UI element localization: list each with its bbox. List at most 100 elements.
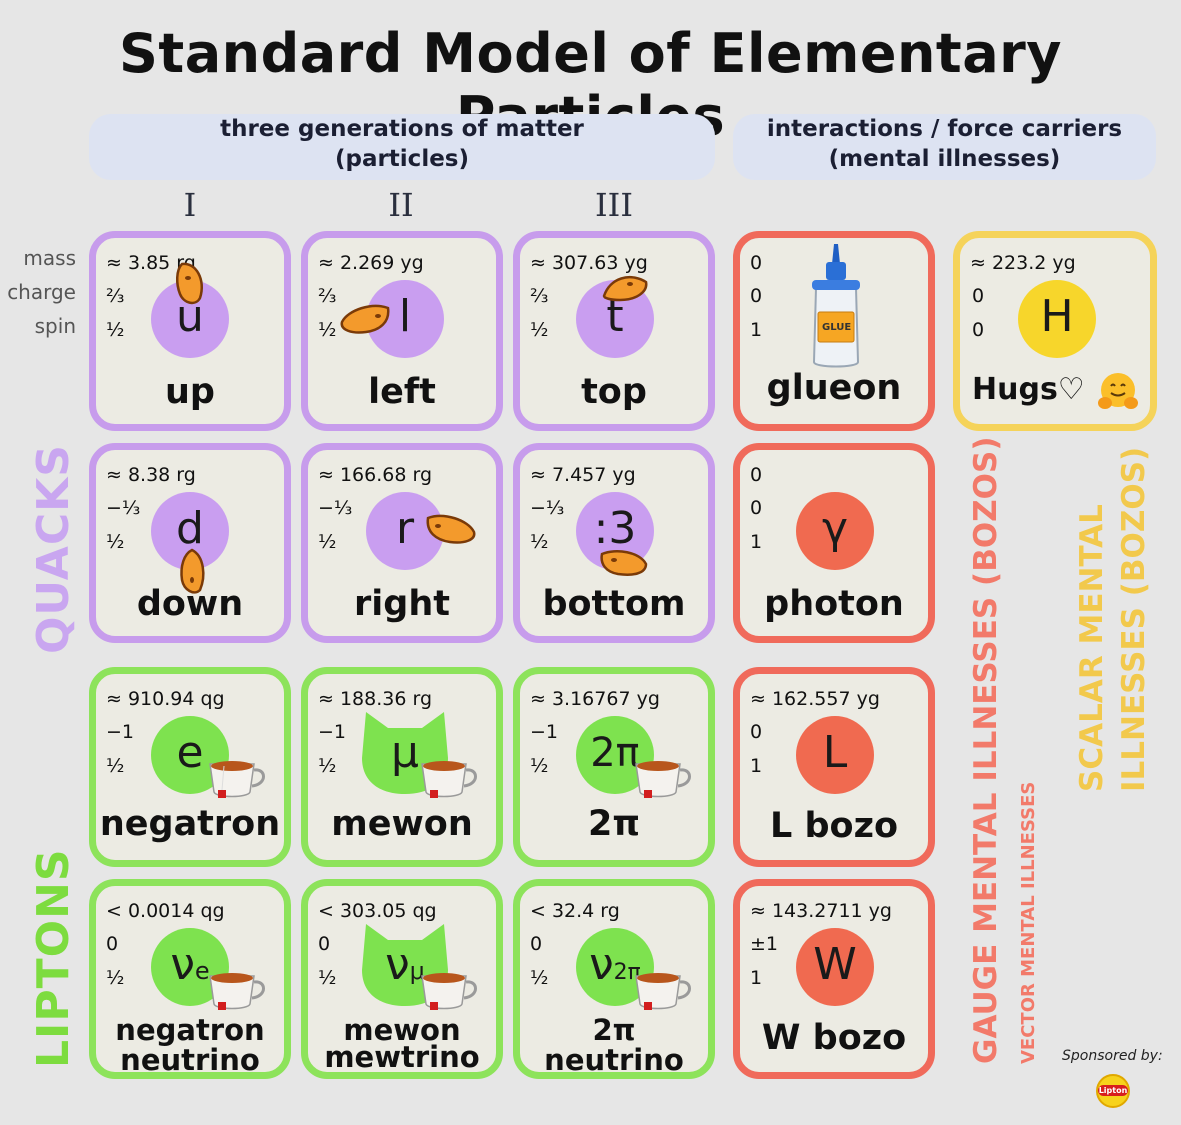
- matter-header-line1: three generations of matter: [220, 116, 584, 142]
- nu-e-symbol-sub: e: [194, 957, 210, 985]
- charge-label: charge: [7, 280, 76, 304]
- particle-card-2pi-neutrino[interactable]: < 32.4 rg 0 ½ ν2π 2π neutrino: [513, 879, 715, 1079]
- particle-card-w-bozo[interactable]: ≈ 143.2711 yg ±1 1 W W bozo: [733, 879, 935, 1079]
- mewon-name: mewon: [331, 804, 473, 844]
- hugs-mass: ≈ 223.2 yg: [970, 252, 1076, 274]
- negatron-charge: −1: [106, 721, 135, 743]
- mewon-mass: ≈ 188.36 rg: [318, 688, 433, 710]
- down-charge: −⅓: [106, 497, 141, 519]
- bottom-name: bottom: [542, 584, 686, 624]
- duck-beak-icon: [180, 548, 205, 594]
- hugging-face-icon: [1098, 373, 1138, 409]
- vector-illnesses-label: VECTOR MENTAL ILLNESSES: [1018, 781, 1039, 1064]
- nu-mu-name-line2: mewtrino: [324, 1040, 480, 1074]
- duck-beak-icon: [340, 304, 390, 334]
- sponsor-label: Sponsored by:: [1062, 1048, 1163, 1064]
- particle-card-right[interactable]: ≈ 166.68 rg −⅓ ½ r right: [301, 443, 503, 643]
- mewon-spin: ½: [318, 755, 337, 777]
- nu-mu-symbol-main: ν: [385, 939, 410, 990]
- nu-2pi-symbol-main: ν: [589, 939, 614, 990]
- w-bozo-charge: ±1: [750, 933, 779, 955]
- photon-symbol: γ: [796, 492, 874, 570]
- mass-label: mass: [23, 246, 76, 270]
- l-bozo-name: L bozo: [769, 806, 898, 846]
- l-bozo-mass: ≈ 162.557 yg: [750, 688, 880, 710]
- particle-card-mewon[interactable]: ≈ 188.36 rg −1 ½ μ mewon: [301, 667, 503, 867]
- particle-card-up[interactable]: ≈ 3.85 rg ⅔ ½ u up: [89, 231, 291, 431]
- top-charge: ⅔: [530, 285, 549, 307]
- down-mass: ≈ 8.38 rg: [106, 464, 196, 486]
- liptons-label: LIPTONS: [28, 848, 79, 1068]
- lipton-logo: Lipton: [1096, 1074, 1130, 1108]
- particle-card-bottom[interactable]: ≈ 7.457 yg −⅓ ½ :3 bottom: [513, 443, 715, 643]
- 2pi-mass: ≈ 3.16767 yg: [530, 688, 660, 710]
- glueon-name: glueon: [766, 368, 902, 408]
- nu-2pi-mass: < 32.4 rg: [530, 900, 620, 922]
- glueon-mass: 0: [750, 252, 763, 274]
- nu-e-charge: 0: [106, 933, 119, 955]
- nu-2pi-name-line2: neutrino: [544, 1043, 684, 1077]
- nu-2pi-spin: ½: [530, 967, 549, 989]
- 2pi-spin: ½: [530, 755, 549, 777]
- quacks-label: QUACKS: [28, 444, 79, 654]
- generation-2: II: [388, 186, 414, 224]
- teacup-icon: [421, 761, 477, 798]
- top-mass: ≈ 307.63 yg: [530, 252, 648, 274]
- forces-header-line1: interactions / force carriers: [766, 116, 1123, 142]
- lipton-logo-text: Lipton: [1098, 1085, 1128, 1096]
- scalar-illnesses-label-line1: SCALAR MENTAL: [1074, 504, 1110, 792]
- nu-e-name-line1: negatron: [115, 1013, 265, 1047]
- photon-mass: 0: [750, 464, 763, 486]
- particle-card-hugs[interactable]: ≈ 223.2 yg 0 0 H Hugs♡: [953, 231, 1157, 431]
- nu-mu-name-line1: mewon: [343, 1013, 461, 1047]
- right-name: right: [354, 584, 450, 624]
- glueon-charge: 0: [750, 285, 763, 307]
- left-name: left: [368, 372, 436, 412]
- left-spin: ½: [318, 319, 337, 341]
- hugs-name: Hugs♡: [972, 372, 1085, 407]
- particle-card-glueon[interactable]: 0 0 1 GLUE glueon: [733, 231, 935, 431]
- up-name: up: [165, 372, 215, 412]
- up-spin: ½: [106, 319, 125, 341]
- particle-card-negatron[interactable]: ≈ 910.94 qg −1 ½ e negatron: [89, 667, 291, 867]
- photon-spin: 1: [750, 531, 763, 553]
- photon-charge: 0: [750, 497, 763, 519]
- matter-header: three generations of matter (particles): [89, 114, 715, 180]
- w-bozo-mass: ≈ 143.2711 yg: [750, 900, 892, 922]
- 2pi-charge: −1: [530, 721, 559, 743]
- matter-header-line2: (particles): [334, 146, 470, 172]
- nu-e-symbol-main: ν: [170, 939, 195, 990]
- right-mass: ≈ 166.68 rg: [318, 464, 433, 486]
- l-bozo-spin: 1: [750, 755, 763, 777]
- particle-card-2pi[interactable]: ≈ 3.16767 yg −1 ½ 2π 2π: [513, 667, 715, 867]
- particle-card-negatron-neutrino[interactable]: < 0.0014 qg 0 ½ νe negatron neutrino: [89, 879, 291, 1079]
- left-charge: ⅔: [318, 285, 337, 307]
- up-mass: ≈ 3.85 rg: [106, 252, 196, 274]
- particle-card-top[interactable]: ≈ 307.63 yg ⅔ ½ t top: [513, 231, 715, 431]
- particle-card-down[interactable]: ≈ 8.38 rg −⅓ ½ d down: [89, 443, 291, 643]
- nu-mu-mass: < 303.05 qg: [318, 900, 437, 922]
- up-charge: ⅔: [106, 285, 125, 307]
- particle-card-photon[interactable]: 0 0 1 γ photon: [733, 443, 935, 643]
- l-bozo-charge: 0: [750, 721, 763, 743]
- particle-card-left[interactable]: ≈ 2.269 yg ⅔ ½ l left: [301, 231, 503, 431]
- nu-e-spin: ½: [106, 967, 125, 989]
- hugs-charge: 0: [972, 285, 985, 307]
- particle-card-l-bozo[interactable]: ≈ 162.557 yg 0 1 L L bozo: [733, 667, 935, 867]
- forces-header: interactions / force carriers (mental il…: [733, 114, 1156, 180]
- nu-mu-spin: ½: [318, 967, 337, 989]
- nu-mu-symbol: νμ: [366, 928, 444, 1006]
- nu-mu-symbol-sub: μ: [409, 957, 425, 985]
- hugs-symbol: H: [1018, 280, 1096, 358]
- forces-header-line2: (mental illnesses): [828, 146, 1061, 172]
- teacup-icon: [635, 761, 691, 798]
- top-name: top: [581, 372, 647, 412]
- down-spin: ½: [106, 531, 125, 553]
- duck-beak-icon: [602, 276, 648, 302]
- mewon-symbol: μ: [391, 727, 419, 778]
- nu-e-mass: < 0.0014 qg: [106, 900, 225, 922]
- generation-3: III: [595, 186, 633, 224]
- left-mass: ≈ 2.269 yg: [318, 252, 424, 274]
- negatron-name: negatron: [99, 804, 281, 844]
- particle-card-mewon-mewtrino[interactable]: < 303.05 qg 0 ½ νμ mewon mewtrino: [301, 879, 503, 1079]
